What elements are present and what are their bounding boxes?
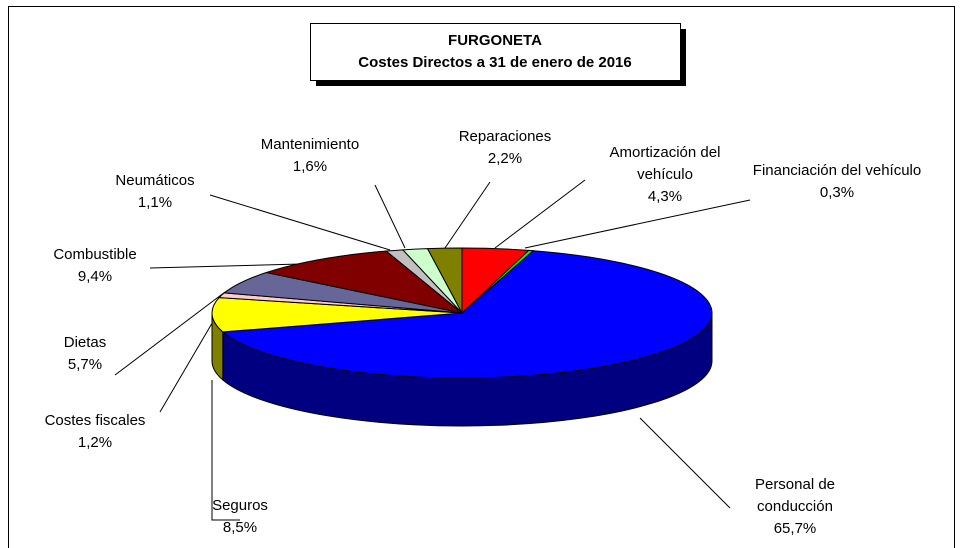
value-label: 1,1% (137, 194, 173, 211)
slice-label: Neumáticos 1,1% (90, 170, 220, 214)
category-name: Seguros (212, 497, 268, 514)
slice (211, 297, 463, 333)
category-name: Dietas (63, 334, 107, 351)
category-name: Personal de conducción (754, 476, 836, 515)
slice-label: Reparaciones 2,2% (425, 126, 585, 170)
slice (221, 250, 713, 379)
slice-label: Financiación del vehículo 0,3% (752, 160, 922, 204)
leader-lines (114, 179, 751, 521)
value-label: 65,7% (773, 520, 817, 537)
value-label: 0,3% (819, 184, 855, 201)
category-name: Neumáticos (115, 172, 195, 189)
title-box (310, 23, 681, 81)
chart-subtitle: Costes Directos a 31 de enero de 2016 (358, 54, 632, 71)
slice-label: Personal de conducción 65,7% (715, 474, 875, 540)
value-label: 8,5% (222, 519, 258, 536)
value-label: 2,2% (487, 150, 523, 167)
slice-label: Seguros 8,5% (180, 495, 300, 539)
slice-label: Costes fiscales 1,2% (15, 410, 175, 454)
slice (426, 247, 463, 314)
slice (264, 250, 463, 314)
value-label: 5,7% (67, 356, 103, 373)
value-label: 1,6% (292, 158, 328, 175)
value-label: 4,3% (647, 188, 683, 205)
slice-label: Combustible 9,4% (15, 244, 175, 288)
slice-label: Dietas 5,7% (15, 332, 155, 376)
category-name: Financiación del vehículo (752, 162, 922, 179)
category-name: Combustible (53, 246, 137, 263)
value-label: 1,2% (77, 434, 113, 451)
category-name: Mantenimiento (260, 136, 360, 153)
category-name: Reparaciones (458, 128, 552, 145)
slice-label: Mantenimiento 1,6% (230, 134, 390, 178)
category-name: Costes fiscales (44, 412, 146, 429)
value-label: 9,4% (77, 268, 113, 285)
chart-border (8, 6, 955, 548)
category-name: Amortización del vehículo (609, 144, 721, 183)
slice-label: Amortización del vehículo 4,3% (590, 142, 740, 208)
chart-title: FURGONETA (448, 32, 542, 49)
